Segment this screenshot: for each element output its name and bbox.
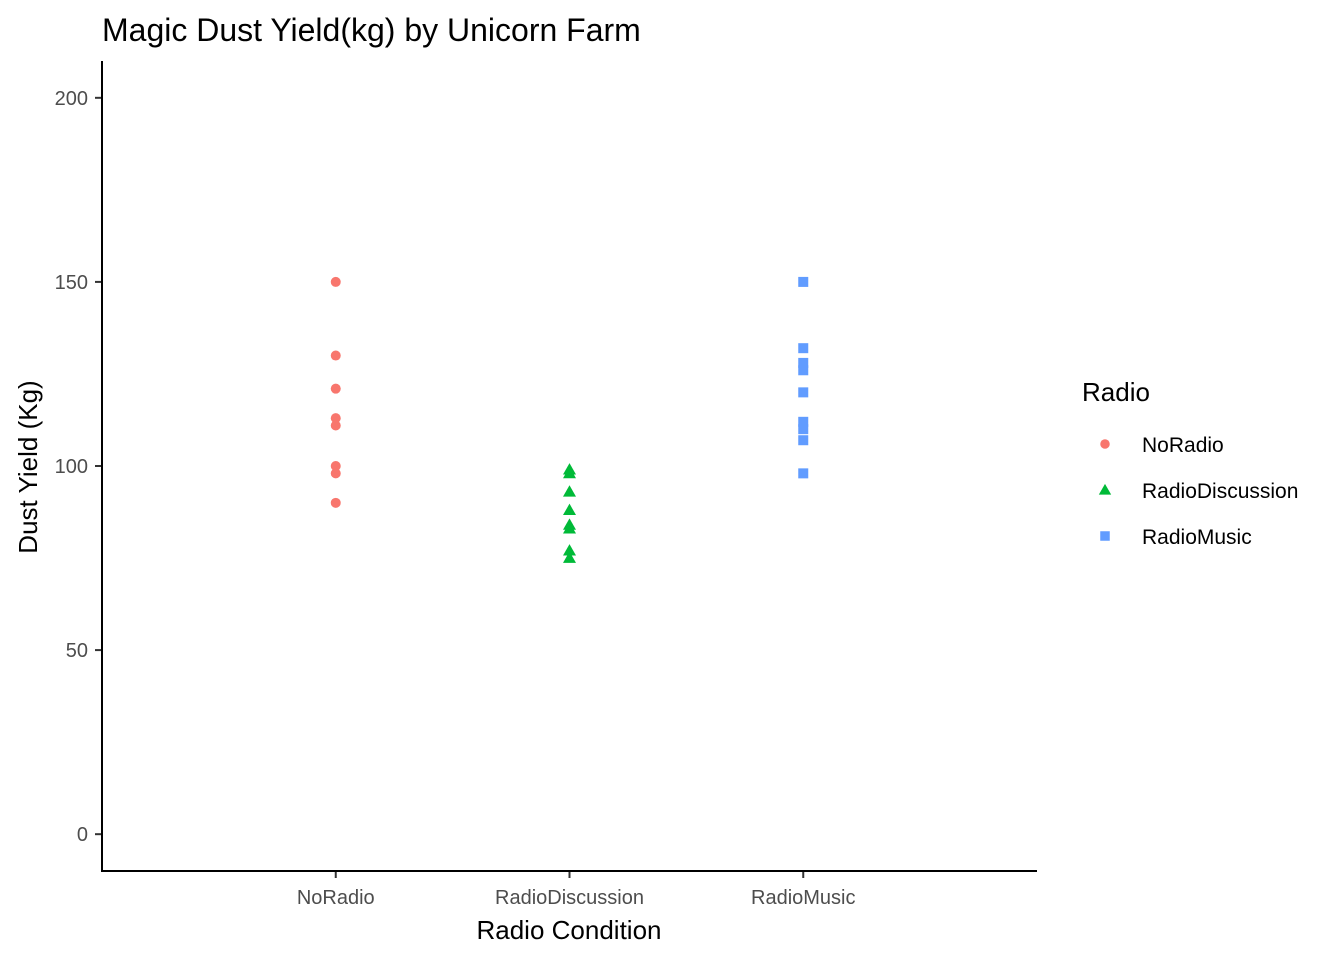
y-axis-title: Dust Yield (Kg) [13,380,43,553]
x-tick-label: RadioMusic [751,887,855,909]
data-point-circle [330,413,341,424]
data-point-square [798,387,809,398]
x-axis-title: Radio Condition [476,915,661,945]
data-point-square [798,343,809,354]
data-point-circle [1100,439,1110,449]
data-point-square [798,468,809,479]
y-tick-label: 100 [55,456,88,478]
legend-label: RadioDiscussion [1142,480,1298,503]
data-point-square [798,424,809,435]
legend-label: NoRadio [1142,434,1224,457]
y-tick-label: 200 [55,88,88,110]
data-point-circle [330,276,341,287]
y-axis: 0 50 100 150 200 [55,88,102,846]
x-axis: NoRadio RadioDiscussion RadioMusic [297,871,855,909]
data-point-circle [330,383,341,394]
legend-title: Radio [1082,377,1150,407]
y-tick-label: 50 [66,640,88,662]
data-point-circle [330,497,341,508]
data-point-circle [330,420,341,431]
data-point-triangle [1098,483,1112,495]
data-point-circle [330,468,341,479]
data-point-square [798,435,809,446]
data-point-triangle [563,551,576,563]
data-point-circle [330,350,341,361]
data-point-triangle [563,522,576,534]
data-point-triangle [563,466,576,479]
chart-title: Magic Dust Yield(kg) by Unicorn Farm [102,12,641,48]
y-tick-label: 150 [55,272,88,294]
data-points [330,276,809,563]
y-tick-label: 0 [77,824,88,846]
legend: Radio NoRadio RadioDiscussion RadioMusic [1082,377,1298,549]
data-point-square [1100,531,1110,541]
legend-label: RadioMusic [1142,526,1252,549]
data-point-square [798,276,809,287]
data-point-triangle [563,503,576,516]
data-point-triangle [563,485,576,497]
data-point-triangle [563,544,576,556]
data-point-square [798,416,809,427]
data-point-circle [330,461,341,471]
x-tick-label: NoRadio [297,887,375,909]
data-point-square [798,365,809,376]
data-point-square [798,357,809,368]
x-tick-label: RadioDiscussion [495,887,644,909]
